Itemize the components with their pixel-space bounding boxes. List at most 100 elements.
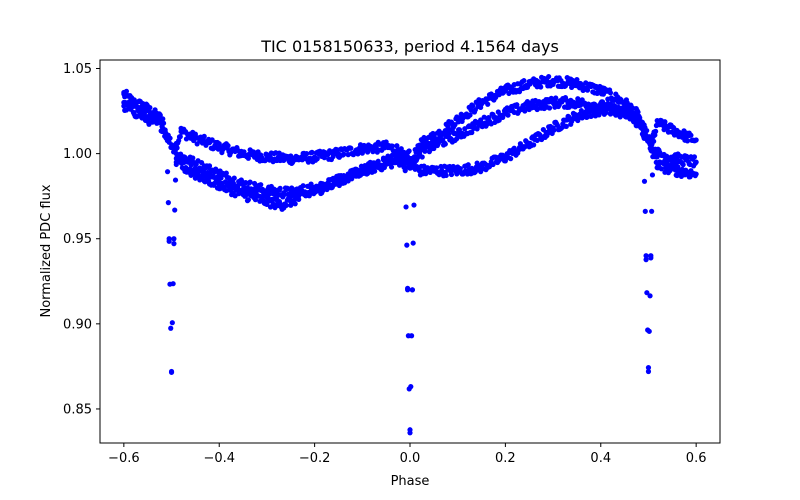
light-curve-point — [304, 151, 310, 157]
data-point — [416, 168, 423, 174]
light-curve-point — [490, 161, 496, 168]
light-curve-point — [645, 364, 652, 371]
light-curve-point — [226, 182, 232, 188]
data-point — [288, 156, 294, 162]
light-curve-point — [404, 242, 410, 248]
data-point — [636, 120, 642, 126]
light-curve-point — [546, 105, 553, 111]
light-curve-point — [147, 105, 153, 111]
data-point — [278, 202, 284, 208]
light-curve-point — [607, 90, 614, 96]
data-point — [455, 116, 461, 123]
data-point — [550, 77, 556, 84]
data-point — [526, 140, 532, 147]
light-curve-point — [508, 156, 514, 162]
data-point — [264, 188, 270, 194]
light-curve-point — [544, 77, 550, 84]
data-point — [416, 142, 423, 148]
light-curve-point — [157, 118, 163, 125]
light-curve-point — [389, 143, 396, 149]
light-curve-point — [292, 201, 298, 207]
light-curve-point — [247, 179, 253, 185]
light-curve-point — [170, 281, 176, 287]
light-curve-point — [164, 169, 171, 175]
data-points-layer — [121, 73, 699, 436]
y-tick-label: 0.85 — [63, 402, 92, 417]
data-point — [574, 81, 580, 87]
light-curve-point — [408, 333, 415, 339]
light-curve-point — [406, 148, 412, 154]
data-point — [478, 99, 485, 106]
data-point — [455, 168, 461, 174]
data-point — [431, 168, 437, 174]
data-point — [550, 99, 556, 106]
light-curve-point — [206, 163, 213, 169]
light-curve-point — [200, 170, 206, 176]
data-point — [409, 287, 415, 293]
light-curve-point — [448, 171, 455, 178]
light-curve-point — [201, 133, 207, 139]
light-curve-point — [324, 186, 330, 193]
light-curve-point — [442, 141, 448, 147]
light-curve-point — [129, 104, 136, 110]
data-point — [140, 113, 146, 119]
light-curve-point — [470, 103, 476, 109]
x-tick-label: 0.2 — [495, 451, 516, 466]
light-curve-point — [446, 131, 452, 137]
data-point — [216, 181, 222, 187]
light-curve-point — [485, 101, 491, 107]
data-point — [121, 91, 127, 97]
data-point — [655, 120, 661, 126]
light-curve-point — [651, 138, 657, 144]
light-curve-point — [474, 126, 480, 132]
x-axis-label: Phase — [391, 474, 430, 489]
data-point — [288, 198, 294, 204]
light-curve-point — [653, 128, 659, 134]
light-curve-point — [410, 240, 416, 246]
data-point — [598, 88, 604, 94]
light-curve-point — [467, 112, 473, 118]
light-curve-point — [258, 182, 264, 188]
data-point — [335, 178, 342, 184]
light-curve-point — [277, 185, 283, 191]
light-curve-point — [521, 78, 527, 84]
light-curve-point — [638, 125, 645, 131]
data-point — [674, 156, 680, 162]
light-curve-point — [403, 165, 409, 171]
light-curve-point — [309, 149, 315, 155]
data-point — [550, 125, 556, 131]
data-point — [216, 144, 222, 150]
data-point — [168, 368, 175, 375]
data-point — [383, 144, 389, 150]
light-curve-point — [658, 166, 665, 172]
data-point — [693, 159, 699, 165]
light-curve-point — [646, 328, 652, 334]
data-point — [240, 191, 246, 198]
light-curve-point — [283, 202, 290, 208]
data-point — [264, 198, 270, 204]
data-point — [359, 168, 365, 174]
data-point — [159, 123, 165, 129]
data-point — [674, 168, 680, 174]
data-point — [405, 287, 411, 293]
data-point — [431, 142, 437, 148]
light-curve-point — [330, 153, 336, 160]
light-curve-point — [231, 175, 237, 181]
data-point — [478, 164, 485, 170]
light-curve-point — [171, 241, 177, 247]
data-point — [397, 154, 404, 160]
data-point — [526, 81, 532, 87]
light-curve-point — [157, 112, 163, 118]
data-point — [173, 151, 179, 157]
y-tick-label: 0.95 — [63, 232, 92, 247]
x-tick-label: −0.4 — [203, 451, 235, 466]
y-axis-ticks: 0.85 0.90 0.95 1.00 1.05 — [63, 62, 100, 417]
light-curve-point — [181, 159, 187, 166]
light-curve-point — [644, 127, 650, 134]
light-curve-point — [626, 109, 632, 115]
light-curve-point — [172, 177, 179, 183]
light-curve-point — [167, 135, 173, 141]
data-point — [240, 151, 246, 157]
light-curve-point — [456, 127, 463, 133]
light-curve-point — [411, 202, 417, 208]
